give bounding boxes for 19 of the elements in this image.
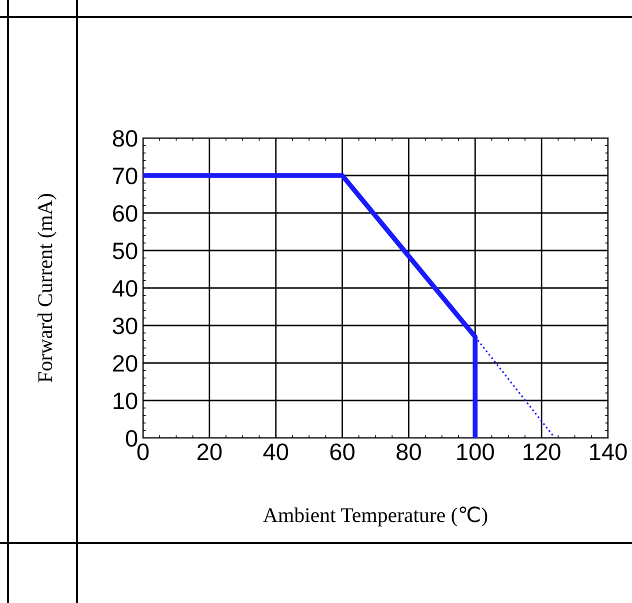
- x-tick-label: 60: [330, 443, 354, 460]
- x-tick-label: 100: [457, 443, 494, 460]
- x-tick-label: 120: [524, 443, 560, 460]
- x-axis-title: Ambient Temperature (℃): [263, 506, 488, 526]
- y-tick-label: 80: [112, 130, 138, 147]
- y-axis-title: Forward Current (mA): [38, 194, 56, 382]
- y-tick-label: 30: [112, 318, 138, 334]
- y-tick-label: 60: [113, 205, 138, 222]
- y-tick-label: 10: [114, 392, 138, 410]
- x-tick-label: 140: [590, 443, 627, 460]
- y-tick-label: 70: [113, 168, 138, 184]
- x-tick-label: 80: [396, 443, 421, 460]
- x-tick-label: 20: [197, 443, 222, 460]
- y-tick-label: 40: [112, 280, 138, 297]
- y-tick-label: 0: [126, 430, 138, 447]
- x-tick-label: 0: [137, 443, 149, 460]
- y-tick-label: 50: [112, 242, 138, 260]
- y-tick-label: 20: [113, 355, 138, 372]
- x-tick-label: 40: [263, 443, 288, 460]
